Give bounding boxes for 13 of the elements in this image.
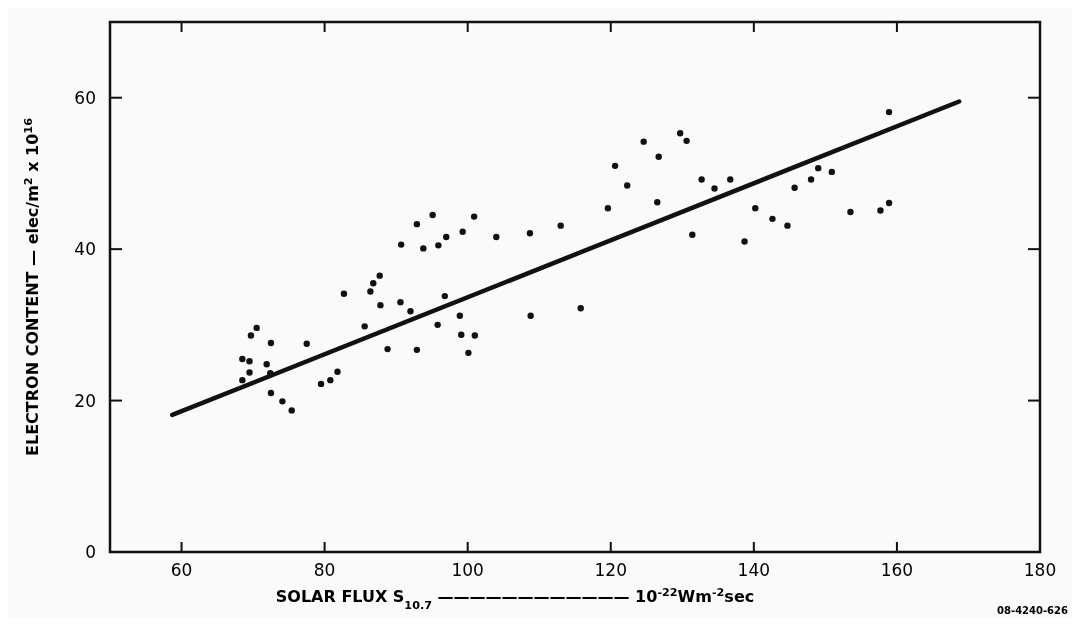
x-tick-label: 160 — [880, 560, 914, 580]
x-axis-title: SOLAR FLUX S$_{10.7}$ ———————————— 10$^{-22}$Wm$^{-2}$sec — [275, 585, 755, 612]
x-tick-label: 140 — [737, 560, 771, 580]
x-tick-label: 100 — [451, 560, 484, 580]
x-tick-label: 80 — [313, 560, 336, 580]
y-tick-label: 60 — [74, 87, 96, 108]
x-tick-label: 60 — [170, 560, 193, 580]
x-tick-label: 180 — [1023, 560, 1057, 580]
y-tick-label: 40 — [74, 239, 96, 260]
y-tick-label: 0 — [85, 541, 96, 562]
y-tick-label: 20 — [74, 390, 96, 411]
text: 08-4240-626 — [997, 605, 1069, 616]
x-tick-label: 120 — [594, 560, 627, 580]
